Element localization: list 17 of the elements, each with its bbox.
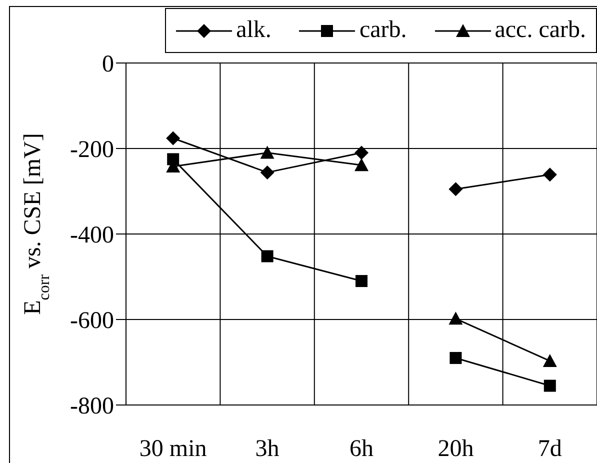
- x-tick-label: 7d: [538, 436, 562, 462]
- legend-label: alk.: [236, 17, 272, 44]
- point: [544, 380, 556, 392]
- y-tick-label: 0: [102, 52, 114, 78]
- y-tick-label: -200: [70, 137, 114, 164]
- x-tick-label: 30 min: [139, 436, 207, 462]
- x-tick-label: 3h: [255, 436, 280, 462]
- y-tick-label: -600: [70, 308, 114, 334]
- y-tick-label: -800: [70, 394, 114, 420]
- legend-label: acc. carb.: [494, 17, 586, 44]
- point: [448, 182, 463, 196]
- x-tick-label: 6h: [350, 436, 374, 462]
- point: [356, 275, 368, 288]
- x-tick-label: 20h: [438, 436, 474, 462]
- point: [261, 250, 274, 262]
- legend-label: carb.: [359, 17, 407, 44]
- y-tick-label: -400: [70, 222, 114, 249]
